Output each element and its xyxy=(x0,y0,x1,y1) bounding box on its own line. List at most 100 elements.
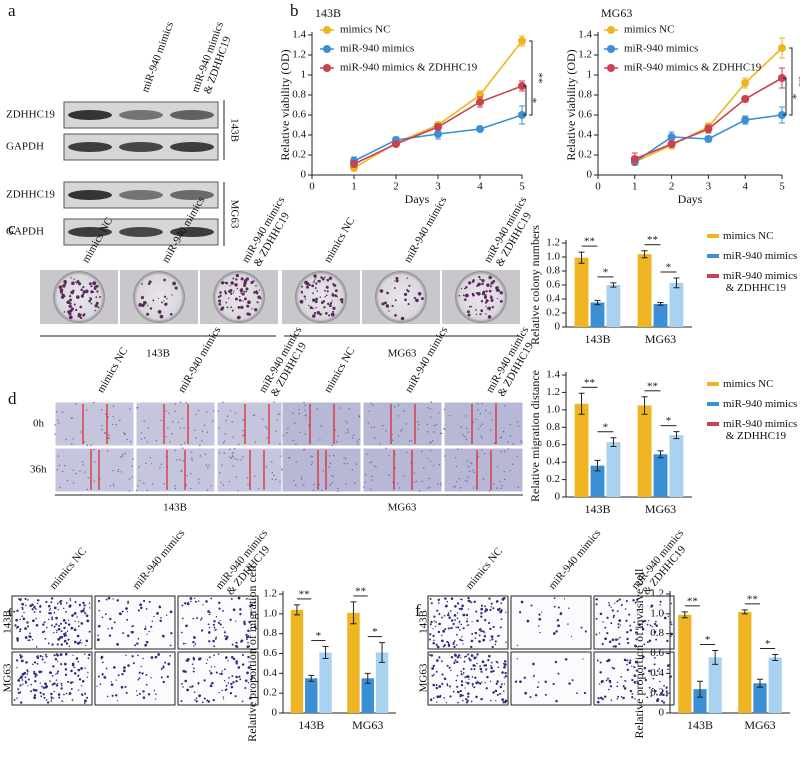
cell xyxy=(21,615,23,618)
colony xyxy=(246,304,250,308)
cell xyxy=(83,607,85,610)
cell xyxy=(443,677,447,681)
colony xyxy=(495,288,500,292)
colony xyxy=(69,298,72,302)
x-tick-label: MG63 xyxy=(645,332,676,346)
cell xyxy=(416,421,419,423)
cell xyxy=(213,645,216,648)
colony xyxy=(257,295,261,299)
colony xyxy=(489,296,493,299)
group-label: 143B xyxy=(163,502,187,514)
cell xyxy=(620,696,623,698)
cell xyxy=(507,448,509,450)
cell xyxy=(221,464,223,466)
cell xyxy=(491,419,493,421)
cell xyxy=(66,479,69,482)
y-tick-label: 0.8 xyxy=(292,89,306,101)
cell xyxy=(131,476,133,478)
colony xyxy=(320,301,324,304)
cell xyxy=(14,624,17,627)
blot-band xyxy=(119,142,163,152)
cell xyxy=(204,453,207,455)
colony xyxy=(244,297,247,301)
cell xyxy=(231,675,234,677)
cell xyxy=(476,680,478,682)
cell xyxy=(39,610,42,613)
cell xyxy=(185,624,188,628)
cell xyxy=(443,408,446,411)
cell xyxy=(223,440,226,442)
cell xyxy=(228,676,230,679)
cell xyxy=(652,677,655,680)
y-tick-label: 0.8 xyxy=(650,627,664,639)
cell xyxy=(337,487,339,490)
cell xyxy=(480,607,484,611)
colony xyxy=(480,309,484,313)
colony-column-label: miR-940 mimics & ZDHHC19 xyxy=(239,194,297,270)
colony xyxy=(238,295,241,298)
colony xyxy=(324,289,326,292)
cell xyxy=(217,410,220,412)
cell xyxy=(319,439,321,441)
cell xyxy=(200,618,202,621)
cell xyxy=(294,422,296,424)
cell xyxy=(653,663,656,666)
significance: * xyxy=(765,638,771,650)
cell xyxy=(429,623,432,626)
cell xyxy=(41,685,43,688)
significance-bracket xyxy=(789,47,793,116)
colony xyxy=(487,285,489,287)
cell xyxy=(604,695,607,698)
cell xyxy=(25,681,28,684)
colony xyxy=(243,279,248,283)
colony xyxy=(254,308,258,312)
cell xyxy=(35,617,37,620)
cell xyxy=(583,691,587,695)
colony xyxy=(499,300,503,303)
colony xyxy=(226,306,229,309)
cell xyxy=(206,659,209,661)
colony xyxy=(76,295,80,299)
cell xyxy=(230,598,233,600)
cell xyxy=(26,669,29,672)
cell xyxy=(222,698,225,700)
colony xyxy=(467,281,472,285)
cell xyxy=(225,420,227,422)
colony xyxy=(79,313,82,316)
cell xyxy=(456,633,458,636)
cell xyxy=(503,450,506,453)
cell xyxy=(224,689,227,692)
cell xyxy=(488,490,491,492)
cell xyxy=(120,471,123,473)
cell xyxy=(230,685,234,689)
significance: * xyxy=(705,634,711,646)
cell xyxy=(171,433,173,435)
colony xyxy=(320,276,323,279)
cell xyxy=(436,695,440,699)
error-bar xyxy=(293,604,300,616)
cell xyxy=(277,413,279,415)
cell xyxy=(637,628,639,630)
colony xyxy=(88,299,92,303)
cell xyxy=(478,640,481,643)
cell xyxy=(83,702,86,704)
cell xyxy=(281,468,283,471)
cell xyxy=(55,616,58,620)
cell xyxy=(464,435,466,438)
cell xyxy=(458,621,461,624)
significance: * xyxy=(603,421,609,433)
cell xyxy=(254,441,257,443)
group-label: MG63 xyxy=(388,348,417,360)
cell xyxy=(71,614,74,617)
legend-label: miR-940 mimics xyxy=(624,43,698,55)
cell xyxy=(59,622,62,625)
cell xyxy=(244,679,248,682)
cell xyxy=(197,600,200,602)
cell xyxy=(131,655,134,658)
cell xyxy=(147,427,150,429)
cell xyxy=(139,479,141,481)
cell xyxy=(253,601,256,604)
cell xyxy=(641,627,645,631)
colony xyxy=(92,291,95,293)
cell xyxy=(146,441,149,443)
